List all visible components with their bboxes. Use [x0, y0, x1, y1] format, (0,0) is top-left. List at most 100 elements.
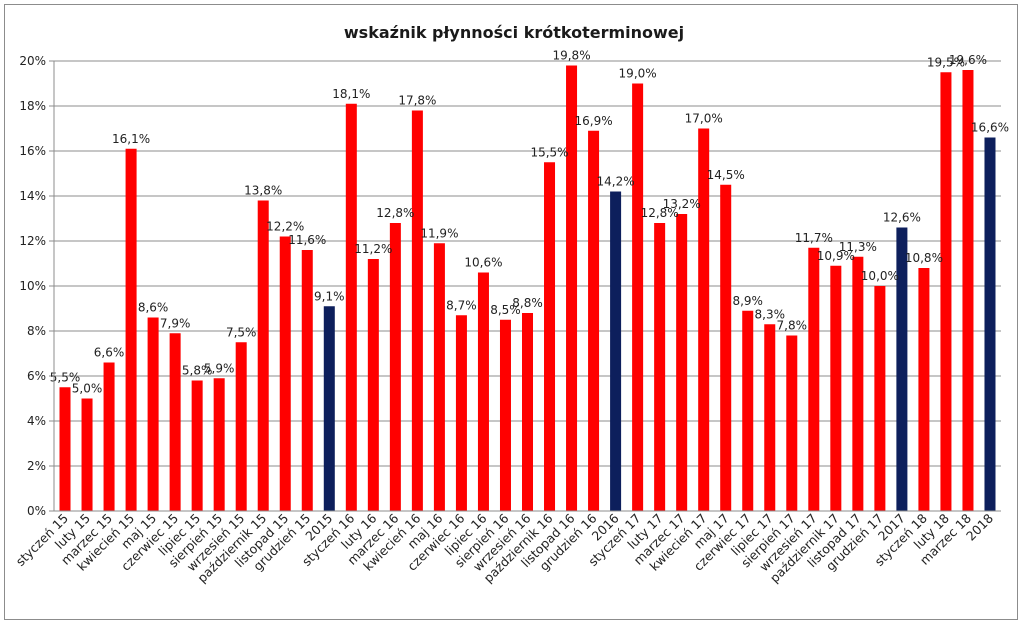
bar-monthly	[257, 200, 269, 511]
data-label: 8,8%	[512, 296, 543, 310]
data-label: 5,8%	[182, 364, 213, 378]
bar-monthly	[125, 148, 137, 511]
data-label: 12,8%	[376, 206, 414, 220]
bar-monthly	[940, 72, 952, 511]
data-label: 11,7%	[795, 231, 833, 245]
bar-monthly	[213, 378, 225, 511]
data-label: 10,8%	[905, 251, 943, 265]
bar-monthly	[433, 243, 445, 511]
bar-monthly	[786, 335, 798, 511]
data-label: 7,8%	[777, 319, 808, 333]
data-label: 14,2%	[597, 175, 635, 189]
bar-monthly	[279, 236, 291, 511]
data-label: 10,9%	[817, 249, 855, 263]
bar-monthly	[301, 250, 313, 511]
chart-title: wskaźnik płynności krótkoterminowej	[344, 23, 684, 42]
y-tick-label: 8%	[27, 324, 46, 338]
y-tick-label: 10%	[19, 279, 46, 293]
bar-monthly	[566, 65, 578, 511]
bar-annual	[323, 306, 335, 511]
data-label: 12,8%	[641, 206, 679, 220]
bar-monthly	[59, 387, 71, 511]
data-label: 8,7%	[446, 298, 477, 312]
data-labels: 5,5%5,0% 6,6% 16,1% 8,6%7,9% 5,8%5,9% 7,5% 13,…	[50, 49, 1009, 396]
bar-monthly	[632, 83, 644, 511]
data-label: 8,5%	[490, 303, 521, 317]
data-label: 19,0%	[619, 67, 657, 81]
bar-monthly	[191, 380, 203, 511]
data-label: 8,9%	[732, 294, 763, 308]
bar-monthly	[389, 223, 401, 511]
y-tick-label: 4%	[27, 414, 46, 428]
data-label: 11,2%	[354, 242, 392, 256]
y-tick-label: 6%	[27, 369, 46, 383]
bar-monthly	[808, 247, 820, 511]
data-label: 12,2%	[266, 220, 304, 234]
data-label: 11,3%	[839, 240, 877, 254]
data-label: 17,0%	[685, 112, 723, 126]
bar-annual	[984, 137, 996, 511]
bar-monthly	[764, 324, 776, 511]
data-label: 19,5%	[927, 55, 965, 69]
bar-annual	[610, 191, 622, 511]
data-label: 10,6%	[464, 256, 502, 270]
bar-monthly	[654, 223, 666, 511]
bar-monthly	[81, 398, 93, 511]
bar-monthly	[874, 286, 886, 511]
bar-monthly	[345, 103, 357, 511]
bar-chart: wskaźnik płynności krótkoterminowej 0% 2%…	[13, 23, 1009, 586]
data-label: 8,6%	[138, 301, 169, 315]
bar-monthly	[588, 130, 600, 511]
axes	[53, 61, 1001, 512]
data-label: 6,6%	[94, 346, 125, 360]
y-axis-ticks: 0% 2% 4% 6% 8% 10% 12% 14% 16% 18% 20%	[19, 54, 54, 518]
bar-monthly	[367, 259, 379, 511]
y-tick-label: 12%	[19, 234, 46, 248]
bar-monthly	[544, 162, 556, 511]
data-label: 7,9%	[160, 316, 191, 330]
bar-monthly	[698, 128, 710, 511]
bar-monthly	[169, 333, 181, 511]
bar-monthly	[147, 317, 159, 511]
data-label: 19,8%	[552, 49, 590, 63]
data-label: 5,9%	[204, 361, 235, 375]
bars	[59, 65, 996, 511]
data-label: 17,8%	[398, 94, 436, 108]
data-label: 9,1%	[314, 289, 345, 303]
data-label: 5,5%	[50, 370, 81, 384]
bar-monthly	[103, 362, 115, 511]
bar-monthly	[455, 315, 467, 511]
data-label: 8,3%	[755, 307, 786, 321]
bar-monthly	[411, 110, 423, 511]
chart-frame: wskaźnik płynności krótkoterminowej 0% 2%…	[4, 4, 1018, 620]
bar-monthly	[918, 268, 930, 511]
data-label: 13,8%	[244, 184, 282, 198]
bar-monthly	[235, 342, 247, 511]
bar-monthly	[830, 265, 842, 511]
y-tick-label: 20%	[19, 54, 46, 68]
gridlines	[54, 60, 1001, 467]
data-label: 10,0%	[861, 269, 899, 283]
data-label: 7,5%	[226, 325, 257, 339]
data-label: 12,6%	[883, 211, 921, 225]
data-label: 18,1%	[332, 87, 370, 101]
y-tick-label: 2%	[27, 459, 46, 473]
data-label: 11,6%	[288, 233, 326, 247]
data-label: 19,6%	[949, 53, 987, 67]
bar-annual	[896, 227, 908, 511]
data-label: 13,2%	[663, 197, 701, 211]
y-tick-label: 18%	[19, 99, 46, 113]
bar-monthly	[720, 184, 732, 511]
y-tick-label: 0%	[27, 504, 46, 518]
bar-monthly	[676, 214, 688, 511]
bar-monthly	[521, 313, 534, 511]
bar-monthly	[742, 310, 754, 511]
data-label: 16,6%	[971, 121, 1009, 135]
data-label: 14,5%	[707, 168, 745, 182]
bar-monthly	[477, 272, 489, 511]
bar-monthly	[499, 319, 511, 511]
data-label: 16,9%	[575, 114, 613, 128]
data-label: 5,0%	[72, 382, 103, 396]
bar-monthly	[962, 70, 974, 511]
